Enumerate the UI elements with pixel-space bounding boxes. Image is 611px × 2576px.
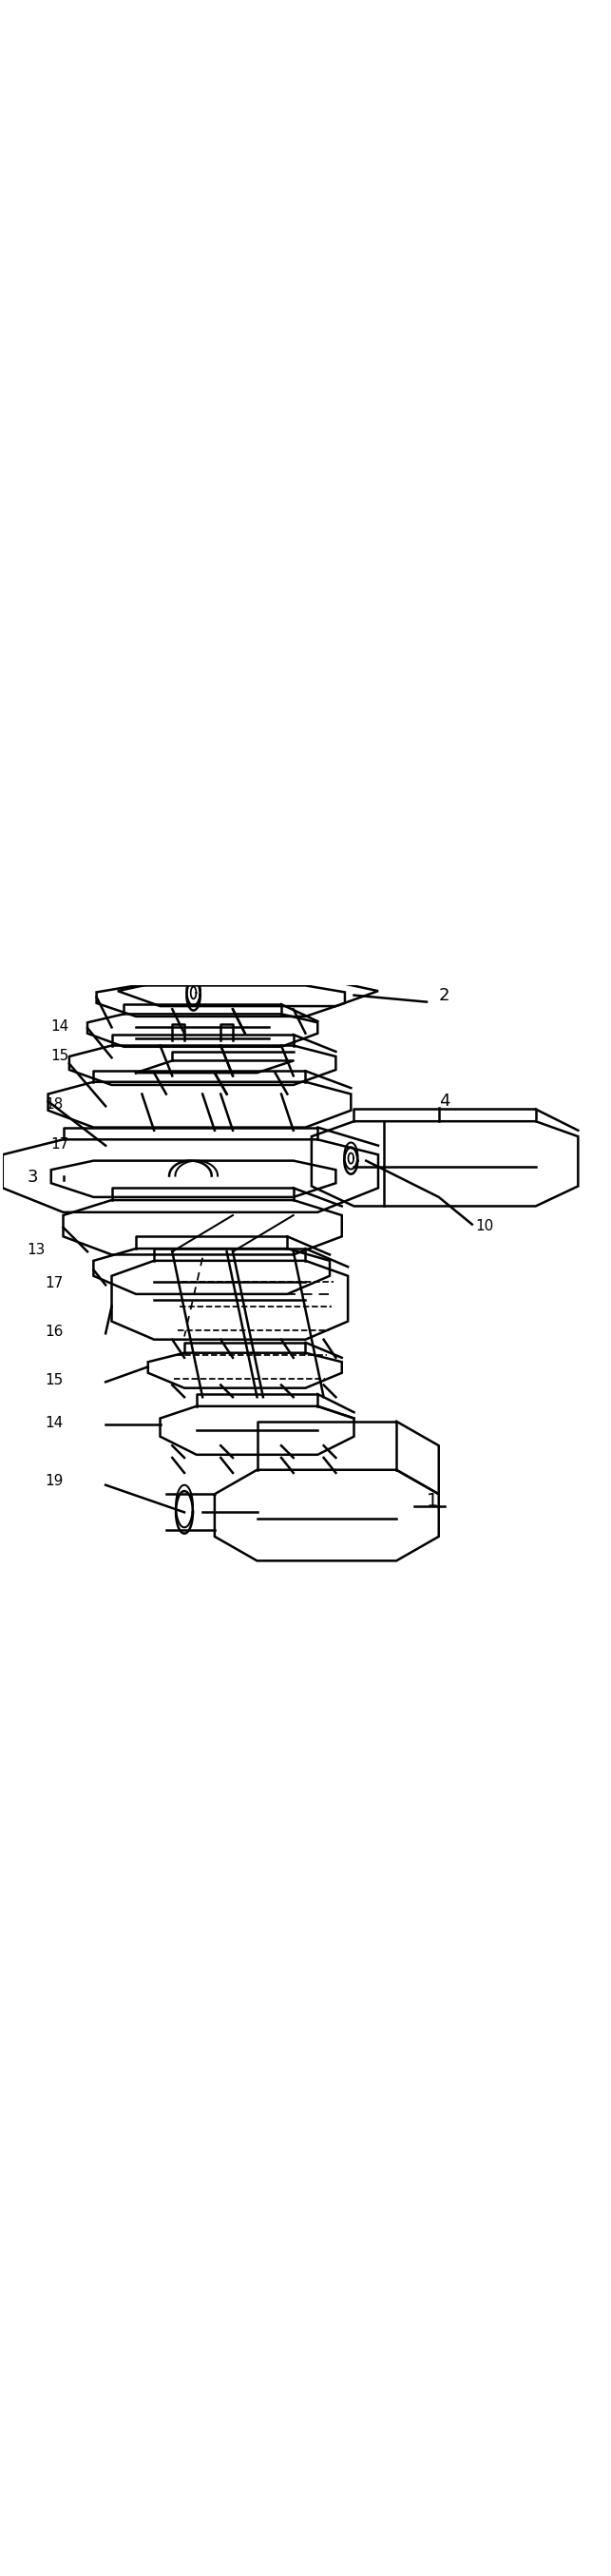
Text: 14: 14 <box>51 1020 70 1033</box>
Text: 14: 14 <box>45 1417 64 1430</box>
Text: 15: 15 <box>51 1048 70 1064</box>
Text: 16: 16 <box>45 1324 64 1340</box>
Text: 18: 18 <box>45 1097 64 1113</box>
Text: 2: 2 <box>439 987 450 1005</box>
Text: 3: 3 <box>27 1170 38 1185</box>
Text: 17: 17 <box>51 1136 70 1151</box>
Text: 10: 10 <box>475 1218 494 1234</box>
Text: 1: 1 <box>426 1492 439 1510</box>
Text: 4: 4 <box>439 1092 450 1110</box>
Text: 13: 13 <box>27 1244 45 1257</box>
Text: 19: 19 <box>45 1473 64 1489</box>
Text: 15: 15 <box>45 1373 64 1388</box>
Text: 17: 17 <box>45 1278 64 1291</box>
